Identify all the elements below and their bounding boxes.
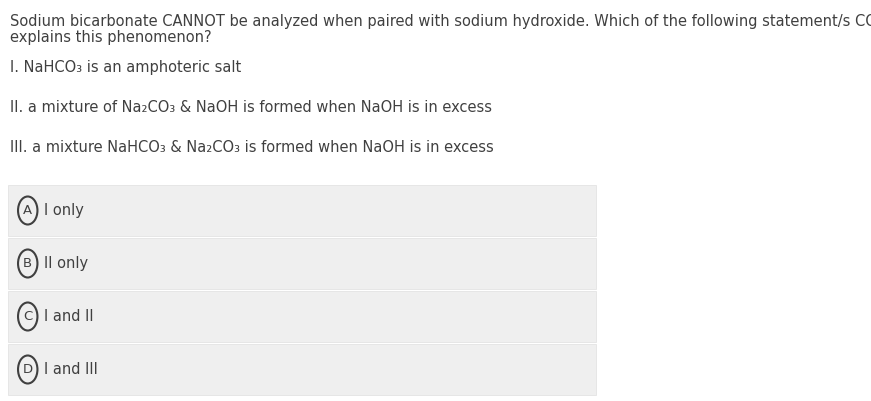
Text: III. a mixture NaHCO₃ & Na₂CO₃ is formed when NaOH is in excess: III. a mixture NaHCO₃ & Na₂CO₃ is formed… (10, 140, 494, 155)
Text: II. a mixture of Na₂CO₃ & NaOH is formed when NaOH is in excess: II. a mixture of Na₂CO₃ & NaOH is formed… (10, 100, 492, 115)
Text: A: A (24, 204, 32, 217)
FancyBboxPatch shape (9, 238, 596, 289)
Text: II only: II only (44, 256, 89, 271)
Text: D: D (23, 363, 33, 376)
FancyBboxPatch shape (9, 291, 596, 342)
FancyBboxPatch shape (9, 344, 596, 395)
Text: I and II: I and II (44, 309, 94, 324)
Text: B: B (24, 257, 32, 270)
Text: explains this phenomenon?: explains this phenomenon? (10, 30, 212, 45)
Text: I only: I only (44, 203, 84, 218)
Text: C: C (24, 310, 32, 323)
Text: Sodium bicarbonate CANNOT be analyzed when paired with sodium hydroxide. Which o: Sodium bicarbonate CANNOT be analyzed wh… (10, 14, 871, 29)
Text: I. NaHCO₃ is an amphoteric salt: I. NaHCO₃ is an amphoteric salt (10, 60, 241, 75)
Text: I and III: I and III (44, 362, 98, 377)
FancyBboxPatch shape (9, 185, 596, 236)
